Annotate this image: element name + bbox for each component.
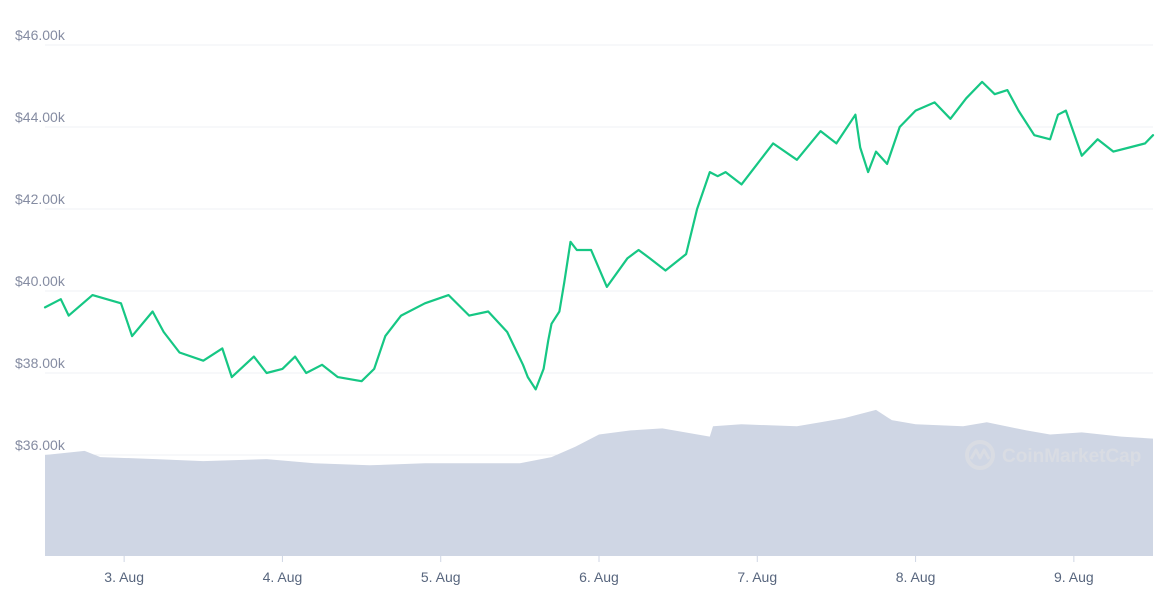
coinmarketcap-logo-icon: [965, 440, 995, 470]
x-tick-label: 6. Aug: [579, 569, 619, 585]
y-axis-labels: $36.00k $38.00k $40.00k $42.00k $44.00k $46.0…: [15, 27, 66, 453]
x-axis-labels: 3. Aug 4. Aug 5. Aug 6. Aug 7. Aug 8. Aug 9. A…: [104, 556, 1094, 585]
y-tick-label: $42.00k: [15, 191, 66, 207]
price-line-layer: [43, 80, 1155, 391]
volume-area-path: [45, 409, 1153, 556]
watermark-text: CoinMarketCap: [1002, 446, 1141, 467]
y-tick-label: $46.00k: [15, 27, 66, 43]
x-tick-label: 3. Aug: [104, 569, 144, 585]
price-line: [43, 80, 1155, 391]
y-tick-label: $40.00k: [15, 273, 66, 289]
grid-lines: [45, 44, 1153, 456]
x-tick-label: 9. Aug: [1054, 569, 1094, 585]
y-tick-label: $38.00k: [15, 355, 66, 371]
x-tick-label: 7. Aug: [737, 569, 777, 585]
y-tick-label: $44.00k: [15, 109, 66, 125]
x-tick-label: 8. Aug: [896, 569, 936, 585]
x-tick-label: 4. Aug: [263, 569, 303, 585]
y-tick-label: $36.00k: [15, 437, 66, 453]
watermark: CoinMarketCap: [965, 440, 1141, 470]
x-tick-label: 5. Aug: [421, 569, 461, 585]
volume-area: [45, 409, 1153, 556]
